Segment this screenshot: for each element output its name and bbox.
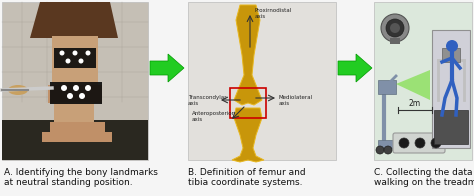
Bar <box>374 2 472 160</box>
Bar <box>2 120 148 160</box>
Text: B. Definition of femur and
tibia coordinate systems.: B. Definition of femur and tibia coordin… <box>188 168 306 187</box>
Bar <box>54 48 96 68</box>
Circle shape <box>399 138 409 148</box>
Bar <box>230 88 266 118</box>
Bar <box>50 82 102 104</box>
Text: Proxirnodistal
axis: Proxirnodistal axis <box>255 8 292 19</box>
Circle shape <box>65 58 71 64</box>
Text: Transcondylar
axis: Transcondylar axis <box>188 95 227 106</box>
Bar <box>378 140 394 148</box>
Ellipse shape <box>386 19 404 37</box>
Polygon shape <box>30 2 118 38</box>
Bar <box>378 80 396 94</box>
Text: 2m: 2m <box>409 99 421 108</box>
Circle shape <box>446 40 458 52</box>
Bar <box>434 110 468 144</box>
Polygon shape <box>232 108 264 162</box>
Text: A. Identifying the bony landmarks
at neutral standing position.: A. Identifying the bony landmarks at neu… <box>4 168 158 187</box>
Bar <box>48 85 102 103</box>
Circle shape <box>415 138 425 148</box>
Bar <box>188 2 336 160</box>
Bar <box>2 2 148 160</box>
Bar <box>52 36 98 86</box>
Polygon shape <box>150 54 184 82</box>
Bar <box>442 48 460 62</box>
Polygon shape <box>396 70 430 100</box>
Circle shape <box>376 146 384 154</box>
FancyBboxPatch shape <box>393 133 445 153</box>
Circle shape <box>61 85 67 91</box>
Circle shape <box>431 138 441 148</box>
Circle shape <box>85 51 91 55</box>
Text: C. Collecting the data while the subject is
walking on the treadmill.: C. Collecting the data while the subject… <box>374 168 474 187</box>
Ellipse shape <box>8 85 28 95</box>
Circle shape <box>73 85 79 91</box>
Bar <box>432 30 470 148</box>
Bar <box>42 132 112 142</box>
Circle shape <box>79 93 85 99</box>
Circle shape <box>67 93 73 99</box>
Circle shape <box>384 146 392 154</box>
Ellipse shape <box>381 14 409 42</box>
Polygon shape <box>338 54 372 82</box>
Ellipse shape <box>390 23 400 33</box>
Text: Mediolateral
axis: Mediolateral axis <box>279 95 313 106</box>
Bar <box>50 122 105 134</box>
Bar <box>390 38 400 44</box>
Bar <box>54 102 94 124</box>
Circle shape <box>73 51 78 55</box>
Circle shape <box>79 58 83 64</box>
Polygon shape <box>234 5 262 105</box>
Circle shape <box>85 85 91 91</box>
Text: Anteroposterior
axis: Anteroposterior axis <box>192 111 235 122</box>
Circle shape <box>60 51 64 55</box>
